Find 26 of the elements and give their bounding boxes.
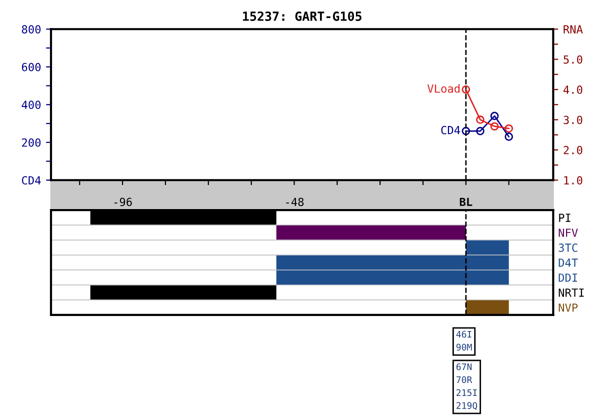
text: 46I 90M: [456, 330, 472, 351]
x-tick-label: -96: [114, 198, 132, 206]
y2-tick-label: 2.0: [564, 146, 582, 154]
y2-tick-label: RNA: [564, 25, 583, 34]
x-tick-label: -48: [286, 198, 304, 206]
y-tick-label: 600: [22, 62, 41, 72]
y-tick-label: 3TC: [558, 244, 578, 252]
y2-tick-label: 4.0: [563, 86, 582, 94]
x-tick-label: BL: [460, 198, 472, 206]
y-tick-label: 200: [22, 138, 41, 147]
y2-tick-label: 1.0: [564, 176, 582, 185]
y-tick-label: CD4: [22, 176, 41, 185]
series-label: VLoad: [427, 84, 460, 93]
y-tick-label: NRTI: [558, 288, 584, 297]
y-tick-label: 800: [22, 25, 41, 34]
y2-tick-label: 5.0: [564, 55, 582, 64]
y-tick-label: NVP: [558, 304, 578, 312]
chart-title: 15237: GART-G105: [243, 12, 362, 21]
y2-tick-label: 3.0: [564, 116, 582, 124]
y-tick-label: DDI: [558, 274, 578, 282]
y-tick-label: D4T: [558, 258, 578, 267]
text: 67N 70R 215I 219Q: [456, 363, 478, 410]
y-tick-label: PI: [559, 214, 570, 222]
y-tick-label: 400: [22, 100, 41, 110]
y-tick-label: NFV: [558, 228, 578, 237]
series-label: CD4: [441, 126, 460, 134]
